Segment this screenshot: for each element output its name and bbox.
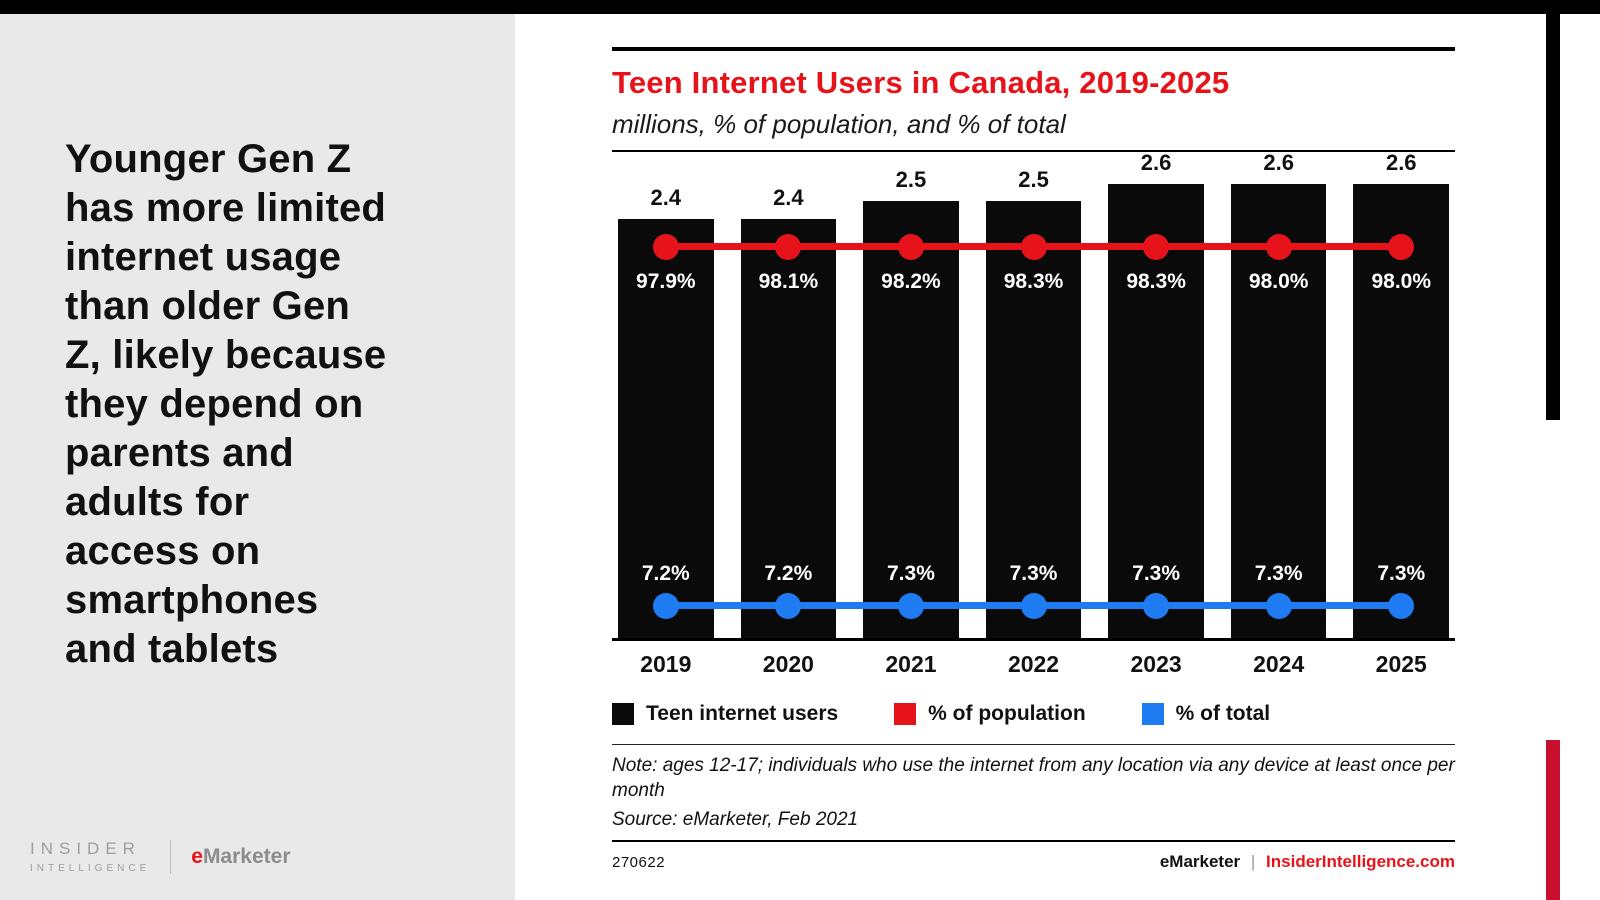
footer-emarketer: eMarketer	[1159, 852, 1241, 871]
chart-id: 270622	[612, 853, 666, 871]
bar-column-2020: 2.4 98.1% 7.2%	[740, 152, 837, 638]
chart-title: Teen Internet Users in Canada, 2019-2025	[612, 65, 1230, 100]
right-red-strip	[1546, 740, 1560, 900]
chart-subtitle: millions, % of population, and % of tota…	[612, 109, 1066, 139]
legend-label: % of total	[1175, 702, 1271, 725]
population-value-label: 98.0%	[1248, 270, 1309, 293]
x-axis-label: 2019	[640, 651, 692, 677]
total-point	[775, 593, 802, 619]
bar-column-2019: 2.4 97.9% 7.2%	[618, 152, 714, 638]
bar-column-2024: 2.6 98.0% 7.3%	[1230, 150, 1327, 638]
population-point	[775, 234, 802, 260]
insider-intelligence-logo: INSIDER INTELLIGENCE	[30, 839, 150, 874]
x-axis-label: 2024	[1253, 651, 1305, 677]
legend-label: % of population	[928, 702, 1086, 725]
population-point	[1143, 234, 1170, 260]
total-value-label: 7.3%	[1377, 562, 1426, 585]
chart-source: Source: eMarketer, Feb 2021	[612, 809, 859, 830]
x-axis-label: 2020	[762, 651, 814, 677]
total-point	[897, 593, 924, 619]
population-value-label: 98.2%	[881, 270, 941, 293]
legend-item-total: % of total	[1141, 702, 1271, 726]
total-point	[652, 593, 679, 619]
bar-value-label: 2.5	[895, 167, 927, 192]
footer-rule	[612, 840, 1455, 842]
total-point	[1265, 593, 1292, 619]
chart-note: Note: ages 12-17; individuals who use th…	[612, 755, 1455, 801]
bar-column-2023: 2.6 98.3% 7.3%	[1108, 150, 1204, 638]
insider-text: INSIDER	[30, 839, 141, 858]
legend-label: Teen internet users	[646, 702, 839, 725]
chart-panel: Teen Internet Users in Canada, 2019-2025…	[515, 0, 1600, 900]
teen-users-bar	[618, 219, 714, 638]
footer-site-link[interactable]: InsiderIntelligence.com	[1266, 852, 1455, 871]
x-axis-label: 2021	[885, 651, 937, 677]
bar-column-2021: 2.5 98.2% 7.3%	[863, 152, 959, 638]
emarketer-logo: eMarketer	[191, 845, 290, 869]
population-value-label: 98.3%	[1003, 270, 1064, 293]
bar-value-label: 2.6	[1385, 150, 1417, 175]
emarketer-wordmark: Marketer	[202, 844, 291, 868]
x-axis-label: 2022	[1007, 651, 1060, 677]
chart-plot: 2.4 97.9% 7.2% 2.4 98.1% 7.2% 2.5 98.2% 7.3% 2.5 9…	[612, 150, 1455, 641]
bar-value-label: 2.4	[650, 185, 682, 210]
footer-divider: |	[1250, 852, 1256, 871]
bar-column-2022: 2.5 98.3% 7.3%	[985, 152, 1082, 638]
chart-card: Teen Internet Users in Canada, 2019-2025…	[612, 47, 1455, 872]
population-point	[897, 234, 924, 260]
top-accent-bar	[0, 0, 1600, 14]
bar-column-2025: 2.6 98.0% 7.3%	[1353, 150, 1450, 638]
total-value-label: 7.3%	[887, 562, 935, 585]
total-point	[1143, 593, 1170, 619]
note-rule	[612, 744, 1455, 745]
population-point	[1020, 234, 1047, 260]
bar-value-label: 2.6	[1140, 150, 1172, 175]
intelligence-text: INTELLIGENCE	[30, 863, 151, 874]
total-value-label: 7.2%	[641, 562, 690, 585]
legend-item-population: % of population	[894, 702, 1086, 726]
chart-footer: 270622 eMarketer | InsiderIntelligence.c…	[612, 852, 1455, 872]
population-value-label: 98.0%	[1371, 270, 1432, 293]
total-point	[1388, 593, 1415, 619]
bar-value-label: 2.5	[1018, 167, 1049, 192]
bar-value-label: 2.4	[773, 185, 804, 210]
slide-headline: Younger Gen Z has more limited internet …	[65, 137, 387, 671]
bar-value-label: 2.6	[1263, 150, 1294, 175]
total-value-label: 7.3%	[1254, 562, 1303, 585]
total-value-label: 7.3%	[1132, 562, 1181, 585]
brand-logos: INSIDER INTELLIGENCE eMarketer	[30, 839, 291, 874]
x-axis-label: 2023	[1130, 651, 1182, 677]
legend-swatch-red	[894, 703, 917, 725]
x-axis-labels: 2019 2020 2021 2022 2023 2024 2025	[612, 651, 1455, 678]
population-point	[652, 234, 679, 260]
chart-legend: Teen internet users % of population % of…	[612, 702, 1455, 726]
teen-users-bar	[740, 219, 837, 638]
population-value-label: 98.1%	[758, 270, 819, 293]
total-value-label: 7.3%	[1009, 562, 1058, 585]
population-value-label: 98.3%	[1126, 270, 1186, 293]
footer-brand-line: eMarketer | InsiderIntelligence.com	[1160, 852, 1455, 872]
teen-users-bar	[863, 201, 959, 638]
emarketer-e: e	[191, 844, 203, 868]
left-panel: Younger Gen Z has more limited internet …	[0, 0, 515, 900]
population-value-label: 97.9%	[636, 270, 696, 293]
legend-swatch-blue	[1141, 703, 1164, 725]
teen-users-bar	[985, 201, 1082, 638]
legend-swatch-black	[612, 703, 634, 725]
x-axis-label: 2025	[1375, 651, 1427, 677]
right-black-strip	[1546, 14, 1560, 420]
logo-divider	[170, 839, 172, 874]
population-point	[1265, 234, 1292, 260]
total-point	[1020, 593, 1047, 619]
population-point	[1388, 234, 1415, 260]
header-rule	[612, 150, 1455, 152]
top-rule	[612, 47, 1455, 51]
legend-item-teen-internet-users: Teen internet users	[612, 702, 838, 726]
total-value-label: 7.2%	[764, 562, 813, 585]
